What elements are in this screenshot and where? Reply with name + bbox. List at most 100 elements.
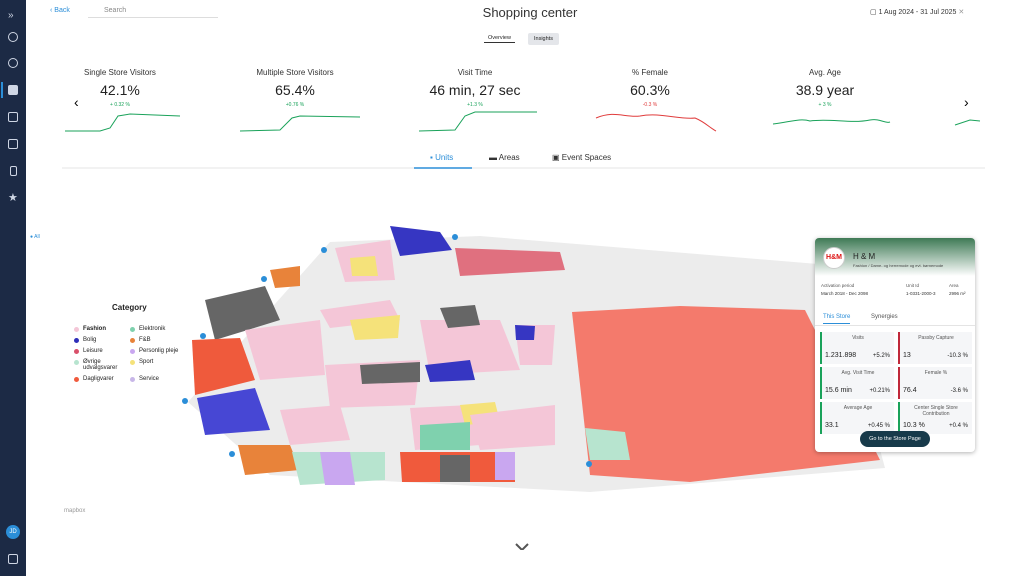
- metric-label: Visits: [852, 335, 864, 341]
- map-pin[interactable]: [452, 234, 458, 240]
- kpi-card: Single Store Visitors 42.1% + 0.32 %: [45, 68, 195, 108]
- metric-value: 33.1: [825, 422, 839, 429]
- metric-card: Average Age 33.1 +0.45 %: [820, 402, 894, 434]
- tab-text: Units: [435, 153, 454, 162]
- kpi-value: 46 min, 27 sec: [429, 82, 521, 98]
- kpi-value: 42.1%: [100, 82, 140, 98]
- kpi-delta: + 3 %: [818, 102, 832, 108]
- map: [182, 226, 885, 550]
- unit: [420, 320, 520, 375]
- metric-delta: +0.4 %: [949, 423, 968, 429]
- unit: [390, 226, 452, 256]
- tab-divider: [815, 325, 975, 326]
- user-avatar[interactable]: JD: [6, 525, 20, 539]
- legend-swatch: [74, 338, 79, 343]
- legend-label: F&B: [139, 337, 151, 343]
- metric-label: Avg. Visit Time: [841, 370, 875, 376]
- filter-all[interactable]: ● All: [30, 234, 40, 240]
- legend-swatch: [74, 377, 79, 382]
- unit: [350, 315, 400, 340]
- map-pin[interactable]: [586, 461, 592, 467]
- scroll-down[interactable]: [515, 543, 529, 550]
- nav-icon[interactable]: [8, 139, 18, 149]
- map-pin[interactable]: [261, 276, 267, 282]
- card-tab[interactable]: This Store: [823, 314, 851, 324]
- date-range[interactable]: ▢ 1 Aug 2024 - 31 Jul 2025 ✕: [870, 9, 965, 16]
- tab-overview[interactable]: Overview: [484, 34, 515, 43]
- legend-label: Bolig: [83, 337, 97, 343]
- metric-label: Center Single Store Contribution: [914, 405, 958, 417]
- legend-swatch: [130, 338, 135, 343]
- unit: [420, 422, 470, 450]
- favorites-icon[interactable]: ★: [8, 192, 18, 204]
- kpi-card: Multiple Store Visitors 65.4% +0.76 %: [220, 68, 370, 108]
- store-page-button[interactable]: Go to the Store Page: [860, 431, 930, 447]
- legend-item: Sport: [130, 359, 190, 365]
- legend-label: Sport: [139, 359, 154, 365]
- metric-label: Female %: [924, 370, 948, 376]
- nav-icon[interactable]: [8, 32, 18, 42]
- unit: [585, 428, 630, 460]
- tab-text: Areas: [498, 153, 520, 162]
- unit: [192, 338, 255, 395]
- legend-item: Personlig pleje: [130, 348, 190, 354]
- legend-swatch: [74, 349, 79, 354]
- map-pin[interactable]: [182, 398, 188, 404]
- legend-swatch: [130, 327, 135, 332]
- map-pin[interactable]: [200, 333, 206, 339]
- kpi-value: 60.3%: [630, 82, 670, 98]
- map-tab-areas[interactable]: ▬ Areas: [489, 153, 520, 162]
- nav-icon[interactable]: [8, 58, 18, 68]
- back-text: Back: [54, 7, 70, 14]
- nav-icon[interactable]: [8, 85, 18, 95]
- nav-icon[interactable]: [10, 166, 17, 176]
- card-tab[interactable]: Synergies: [871, 314, 898, 320]
- kpi-label: Avg. Age: [809, 68, 841, 77]
- metric-delta: +0.21%: [869, 388, 890, 394]
- map-pin[interactable]: [229, 451, 235, 457]
- store-name: H & M: [853, 252, 876, 261]
- legend-swatch: [74, 360, 79, 365]
- legend-label: Personlig pleje: [139, 348, 179, 354]
- map-tab-event-spaces[interactable]: ▣ Event Spaces: [552, 153, 612, 162]
- info-value: 1-0331-2000-3: [906, 291, 936, 296]
- legend-swatch: [130, 360, 135, 365]
- unit: [280, 405, 350, 445]
- legend-label: Øvrige udvalgsvarer: [83, 359, 118, 371]
- legend-label: Service: [139, 376, 160, 382]
- search-box[interactable]: Search: [88, 6, 218, 18]
- legend-label: Fashion: [83, 326, 107, 332]
- kpi-card: Visit Time 46 min, 27 sec +1.3 %: [400, 68, 550, 108]
- metric-delta: -3.6 %: [950, 388, 968, 394]
- metric-delta: -10.3 %: [947, 353, 968, 359]
- metric-label: Average Age: [843, 405, 873, 411]
- kpi-value: 65.4%: [275, 82, 315, 98]
- unit: [440, 305, 480, 328]
- legend-label: Elektronik: [139, 326, 166, 332]
- next-arrow[interactable]: ›: [964, 94, 969, 110]
- kpi-delta: +1.3 %: [467, 102, 483, 108]
- nav-icon[interactable]: [8, 112, 18, 122]
- store-card: H&M H & M Fashion / Dame- og herremode o…: [815, 238, 975, 452]
- tab-insights[interactable]: Insights: [528, 33, 559, 45]
- map-pin[interactable]: [321, 247, 327, 253]
- legend-item: Øvrige udvalgsvarer: [74, 359, 134, 371]
- legend-item: Bolig: [74, 337, 134, 343]
- metric-card: Female % 76.4 -3.6 %: [898, 367, 972, 399]
- metric-card: Avg. Visit Time 15.6 min +0.21%: [820, 367, 894, 399]
- back-link[interactable]: ‹ Back: [50, 7, 70, 14]
- expand-icon[interactable]: »: [8, 10, 14, 21]
- unit: [270, 266, 300, 288]
- kpi-delta: -0.3 %: [642, 102, 658, 108]
- legend-item: Leisure: [74, 348, 134, 354]
- legend-item: Service: [130, 376, 190, 382]
- nav-icon[interactable]: [8, 554, 18, 564]
- unit: [238, 445, 300, 475]
- sidebar: » ★ JD: [0, 0, 26, 576]
- kpi-delta: +0.76 %: [285, 102, 305, 108]
- map-tab-units[interactable]: ▪ Units: [430, 153, 454, 162]
- legend-label: Dagligvarer: [83, 376, 114, 382]
- sparkline: [595, 113, 717, 132]
- sparkline: [954, 119, 981, 126]
- sparkline: [418, 111, 537, 132]
